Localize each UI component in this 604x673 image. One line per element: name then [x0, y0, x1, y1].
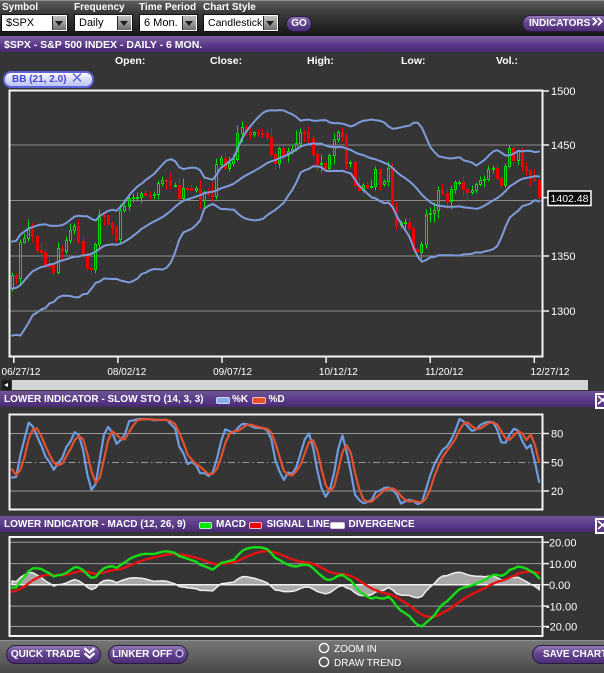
svg-text:1500: 1500 [551, 86, 575, 98]
svg-text:11/20/12: 11/20/12 [425, 367, 464, 378]
svg-text:20.00: 20.00 [549, 538, 577, 550]
svg-text:09/07/12: 09/07/12 [213, 367, 252, 378]
svg-text:1450: 1450 [551, 140, 575, 152]
svg-text:08/02/12: 08/02/12 [107, 367, 146, 378]
svg-text:50: 50 [551, 458, 563, 470]
svg-text:12/27/12: 12/27/12 [531, 367, 570, 378]
svg-text:0.00: 0.00 [549, 580, 570, 592]
svg-text:06/27/12: 06/27/12 [2, 367, 41, 378]
svg-text:20: 20 [551, 486, 563, 498]
svg-text:1402.48: 1402.48 [551, 193, 589, 205]
svg-text:10/12/12: 10/12/12 [319, 367, 358, 378]
svg-text:1300: 1300 [551, 306, 575, 318]
svg-text:1350: 1350 [551, 251, 575, 263]
svg-text:10.00: 10.00 [549, 559, 577, 571]
svg-text:-10.00: -10.00 [546, 601, 577, 613]
svg-text:-20.00: -20.00 [546, 622, 577, 634]
svg-text:80: 80 [551, 429, 563, 441]
